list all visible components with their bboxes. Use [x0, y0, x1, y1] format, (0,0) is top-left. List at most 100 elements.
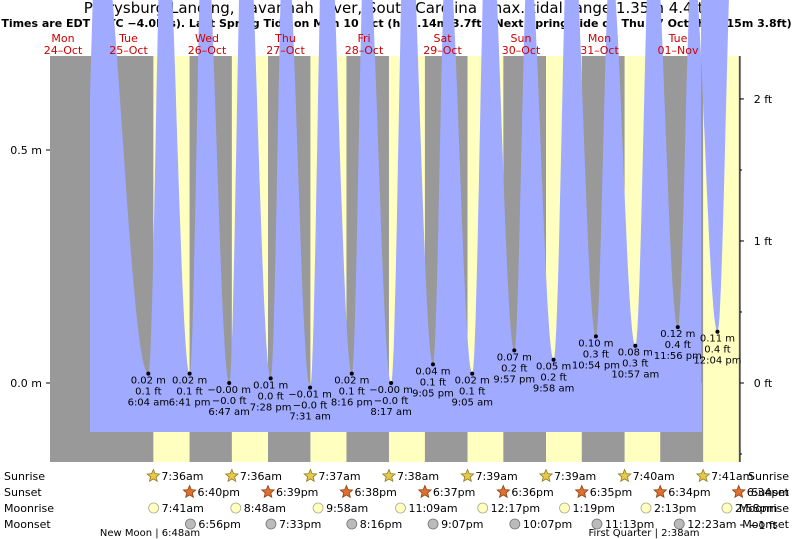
row-label-left-moonrise: Moonrise	[4, 502, 54, 515]
moonset-icon	[346, 518, 358, 530]
tide-height-m-label: 0.05 m	[536, 362, 571, 373]
tide-point	[227, 381, 232, 385]
date-label: 25–Oct	[109, 44, 148, 57]
sunrise-time: 7:39am	[476, 470, 518, 483]
sunset-icon	[339, 484, 354, 499]
sunrise-time: 7:39am	[554, 470, 596, 483]
tide-time-label: 9:05 pm	[412, 388, 454, 399]
tide-time-label: 9:57 pm	[493, 374, 535, 385]
sunrise-icon	[538, 468, 554, 483]
sunset-time: 6:40pm	[198, 486, 240, 499]
date-label: 30–Oct	[502, 44, 541, 57]
sunrise-icon	[617, 468, 632, 483]
tide-time-label: 10:57 am	[611, 370, 659, 381]
tide-height-ft-label: 0.1 ft	[459, 387, 485, 398]
tide-height-m-label: −0.00 m	[369, 385, 413, 396]
moonrise-icon	[721, 502, 733, 514]
day-of-week-label: Tue	[668, 32, 688, 45]
sunrise-icon	[303, 468, 318, 483]
sunset-time: 6:34pm	[747, 486, 789, 499]
tide-time-label: 11:56 pm	[654, 351, 702, 362]
moonrise-icon	[477, 502, 489, 514]
tide-height-ft-label: −0.0 ft	[212, 396, 247, 407]
moonset-time: 10:07pm	[523, 518, 572, 531]
moonset-icon	[591, 518, 603, 530]
moonrise-time: 12:17pm	[491, 502, 540, 515]
day-of-week-label: Fri	[357, 32, 370, 45]
tide-height-m-label: 0.04 m	[415, 366, 450, 377]
row-label-right-sunrise: Sunrise	[748, 470, 789, 483]
row-label-right-moonrise: Moonrise	[739, 502, 789, 515]
tide-point	[389, 381, 394, 385]
tide-height-m-label: −0.01 m	[288, 390, 332, 401]
moonset-time: 8:16pm	[360, 518, 402, 531]
tide-height-ft-label: 0.1 ft	[339, 387, 365, 398]
sunset-icon	[496, 484, 511, 499]
right-axis-tick-label: −1 ft	[749, 519, 777, 532]
day-of-week-label: Tue	[118, 32, 138, 45]
sunrise-icon	[695, 468, 711, 483]
sunset-time: 6:37pm	[433, 486, 475, 499]
tide-height-ft-label: 0.2 ft	[501, 363, 527, 374]
tide-height-ft-label: 0.1 ft	[135, 387, 161, 398]
sunrise-time: 7:36am	[161, 470, 203, 483]
row-label-left-sunrise: Sunrise	[4, 470, 45, 483]
tide-point	[551, 357, 556, 362]
moonset-icon	[509, 518, 521, 530]
tide-base	[90, 383, 702, 432]
date-label: 26–Oct	[188, 44, 227, 57]
moonrise-time: 2:58pm	[735, 502, 777, 515]
day-of-week-label: Mon	[51, 32, 74, 45]
sunset-icon	[653, 484, 668, 499]
tide-height-m-label: 0.10 m	[578, 338, 613, 349]
sunset-time: 6:39pm	[276, 486, 318, 499]
day-of-week-label: Sat	[433, 32, 452, 45]
date-label: 27–Oct	[266, 44, 305, 57]
moonrise-time: 1:19pm	[573, 502, 615, 515]
sunrise-icon	[460, 468, 475, 483]
moonrise-time: 8:48am	[244, 502, 286, 515]
sunrise-time: 7:38am	[397, 470, 439, 483]
tide-time-label: 6:41 pm	[169, 398, 211, 409]
day-of-week-label: Thu	[274, 32, 296, 45]
tide-time-label: 8:17 am	[370, 407, 412, 418]
day-of-week-label: Sun	[511, 32, 532, 45]
moonset-icon	[673, 518, 685, 530]
date-label: 31–Oct	[580, 44, 619, 57]
tide-point	[308, 385, 313, 390]
row-label-right-sunset: Sunset	[751, 486, 789, 499]
tide-height-m-label: 0.02 m	[131, 376, 166, 387]
tide-point	[146, 371, 151, 376]
tide-point	[349, 371, 354, 376]
tide-height-m-label: 0.12 m	[660, 329, 695, 340]
tide-point	[675, 325, 680, 330]
right-axis-tick-label: 0 ft	[754, 377, 773, 390]
left-axis-tick-label: 0.5 m	[10, 144, 42, 157]
row-label-left-sunset: Sunset	[4, 486, 42, 499]
right-axis-tick-label: 2 ft	[754, 93, 773, 106]
tide-height-ft-label: 0.3 ft	[583, 349, 609, 360]
tide-height-ft-label: 0.0 ft	[257, 391, 283, 402]
tide-time-label: 12:04 pm	[693, 356, 741, 367]
moonrise-time: 2:13pm	[654, 502, 696, 515]
tide-height-m-label: −0.00 m	[207, 385, 251, 396]
sunset-time: 6:36pm	[511, 486, 553, 499]
sunset-icon	[260, 484, 276, 499]
date-label: 01–Nov	[658, 44, 699, 57]
tide-height-m-label: 0.02 m	[334, 376, 369, 387]
moonset-time: 9:07pm	[441, 518, 483, 531]
right-axis-tick-label: 1 ft	[754, 235, 773, 248]
tide-height-ft-label: 0.1 ft	[420, 377, 446, 388]
tide-curve	[90, 0, 729, 432]
moon-phase-first-quarter: First Quarter | 2:38am	[589, 528, 700, 539]
moonrise-icon	[559, 502, 570, 514]
date-label: 29–Oct	[423, 44, 462, 57]
sunrise-time: 7:41am	[711, 470, 753, 483]
moon-phase-new-moon: New Moon | 6:48am	[100, 528, 200, 539]
tide-height-m-label: 0.02 m	[455, 376, 490, 387]
moonrise-icon	[640, 502, 652, 514]
tide-height-ft-label: 0.4 ft	[704, 345, 730, 356]
tide-height-m-label: 0.08 m	[618, 348, 653, 359]
left-axis-tick-label: 0.0 m	[10, 377, 42, 390]
